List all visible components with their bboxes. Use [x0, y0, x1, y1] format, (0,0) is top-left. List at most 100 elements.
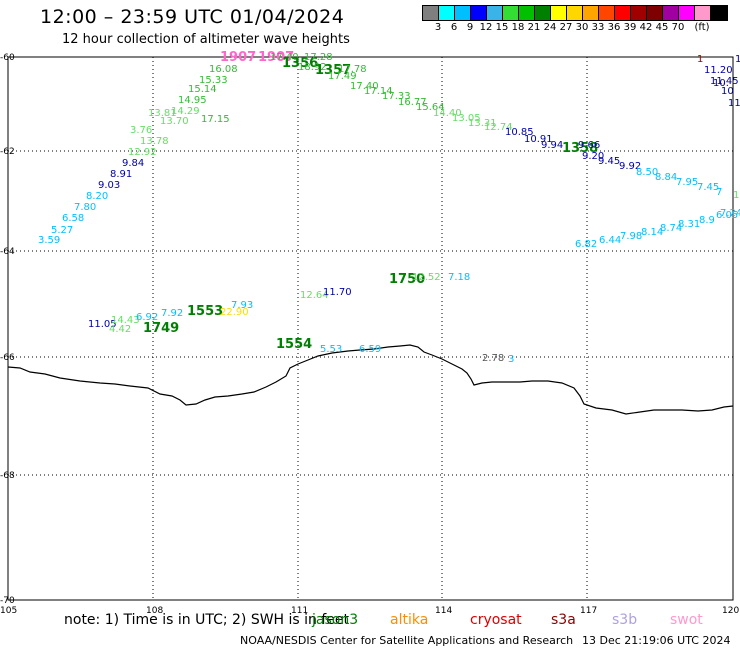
pass-time-label: 1358 [562, 141, 598, 156]
wave-height-label: 8.84 [655, 172, 677, 183]
pass-time-label: 1749 [143, 321, 179, 336]
colorbar-tick-label: 27 [559, 22, 573, 33]
pass-time-label: 1357 [315, 63, 351, 78]
wave-height-label: 17.78 [338, 64, 367, 75]
colorbar-tick-label: 6 [450, 22, 458, 33]
colorbar-tick-label: 21 [527, 22, 541, 33]
legend-jason3: jason3 [312, 612, 359, 628]
wave-height-label: 13.81 [148, 108, 177, 119]
wave-height-label: 8.14 [641, 227, 663, 238]
wave-height-label: 11.20 [704, 65, 733, 76]
legend-cryosat: cryosat [470, 612, 522, 628]
legend-s3a: s3a [551, 612, 576, 628]
wave-height-label: 3.76 [130, 125, 152, 136]
longitude-label: 120 [722, 606, 739, 616]
wave-height-label: 17.14 [364, 86, 393, 97]
colorbar-tick-label: 24 [543, 22, 557, 33]
pass-time-label: 1750 [389, 272, 425, 287]
wave-height-label: 22.90 [220, 307, 249, 318]
wave-height-label: 10.85 [505, 127, 534, 138]
colorbar-swatch [647, 6, 663, 20]
pass-time-label: 1554 [276, 337, 312, 352]
wave-height-label: 14.43 [111, 315, 140, 326]
colorbar-tick-label: 45 [655, 22, 669, 33]
wave-height-label: 11.98 [728, 98, 740, 109]
wave-height-label: 2.78 [482, 353, 504, 364]
wave-height-label: 7.93 [231, 300, 253, 311]
wave-height-label: 13.70 [160, 116, 189, 127]
wave-height-label: 3 [508, 354, 514, 365]
pass-time-label: 1907 [258, 50, 294, 65]
colorbar-tick-label: 33 [591, 22, 605, 33]
wave-height-label: 17.15 [201, 114, 230, 125]
latitude-label: -64 [0, 247, 15, 257]
latitude-label: -62 [0, 147, 15, 157]
colorbar-tick-label: 42 [639, 22, 653, 33]
wave-height-label: 12.74 [484, 122, 513, 133]
colorbar-swatch [599, 6, 615, 20]
pass-time-label: 1553 [187, 304, 223, 319]
wave-height-label: 6.59 [359, 344, 381, 355]
wave-height-label: 15.64 [416, 102, 445, 113]
wave-height-label: 6.44 [599, 235, 621, 246]
colorbar-swatch [471, 6, 487, 20]
wave-height-label: 14.29 [171, 106, 200, 117]
colorbar-tick-label: 9 [466, 22, 474, 33]
wave-height-label: 12.37 [733, 190, 740, 201]
wave-height-label: 15.33 [199, 75, 228, 86]
wave-height-label: 6.82 [575, 239, 597, 250]
wave-height-label: 9.84 [122, 158, 144, 169]
colorbar-tick-label: (ft) [694, 22, 710, 33]
wave-height-label: 14.40 [433, 108, 462, 119]
wave-height-label: 5.53 [320, 344, 342, 355]
page-subtitle: 12 hour collection of altimeter wave hei… [62, 32, 350, 47]
wave-height-label: 3.59 [38, 235, 60, 246]
wave-height-label: 7.45 [697, 182, 719, 193]
colorbar-tick-label: 39 [623, 22, 637, 33]
wave-height-label: 18.92 [298, 62, 327, 73]
colorbar-swatch [695, 6, 711, 20]
latitude-label: -68 [0, 471, 15, 481]
colorbar-swatch [663, 6, 679, 20]
generated-timestamp: 13 Dec 21:19:06 UTC 2024 [582, 634, 731, 647]
pass-time-label: 1356 [282, 56, 318, 71]
colorbar-tick-label: 70 [671, 22, 685, 33]
wave-height-label: 11.05 [88, 319, 117, 330]
colorbar-swatch [551, 6, 567, 20]
legend-swot: swot [670, 612, 703, 628]
colorbar-tick-label: 18 [511, 22, 525, 33]
coastline [7, 344, 734, 415]
latitude-label: -70 [0, 596, 15, 606]
wave-height-colorbar [422, 5, 728, 21]
latitude-label: -66 [0, 353, 15, 363]
wave-height-label: 8.74 [660, 223, 682, 234]
wave-height-label: 9.45 [598, 156, 620, 167]
pass-time-label: 1907 [220, 50, 256, 65]
wave-height-label: 6.05 [716, 210, 738, 221]
wave-height-label: 10. [713, 78, 729, 89]
colorbar-swatch [535, 6, 551, 20]
colorbar-swatch [583, 6, 599, 20]
map-frame [7, 56, 734, 601]
legend-s3b: s3b [612, 612, 638, 628]
wave-height-label: 13.31 [468, 118, 497, 129]
wave-height-label: 15.14 [188, 84, 217, 95]
colorbar-tick-label: 36 [607, 22, 621, 33]
footer-note: note: 1) Time is in UTC; 2) SWH is in fe… [64, 612, 350, 628]
wave-height-label: 11.89 [735, 54, 740, 65]
colorbar-swatch [455, 6, 471, 20]
colorbar-swatch [567, 6, 583, 20]
wave-height-label: 4.42 [109, 324, 131, 335]
wave-height-label: 8.20 [86, 191, 108, 202]
colorbar-swatch [711, 6, 727, 20]
colorbar-tick-label: 15 [495, 22, 509, 33]
wave-height-label: 9.03 [98, 180, 120, 191]
wave-height-label: 12.64 [300, 290, 329, 301]
wave-height-label: 6.58 [62, 213, 84, 224]
wave-height-label: 1 [697, 54, 703, 65]
wave-height-label: 13.78 [140, 136, 169, 147]
wave-height-label: 10.91 [524, 134, 553, 145]
wave-height-label: 12.92 [128, 147, 157, 158]
wave-height-label: 16.77 [398, 97, 427, 108]
